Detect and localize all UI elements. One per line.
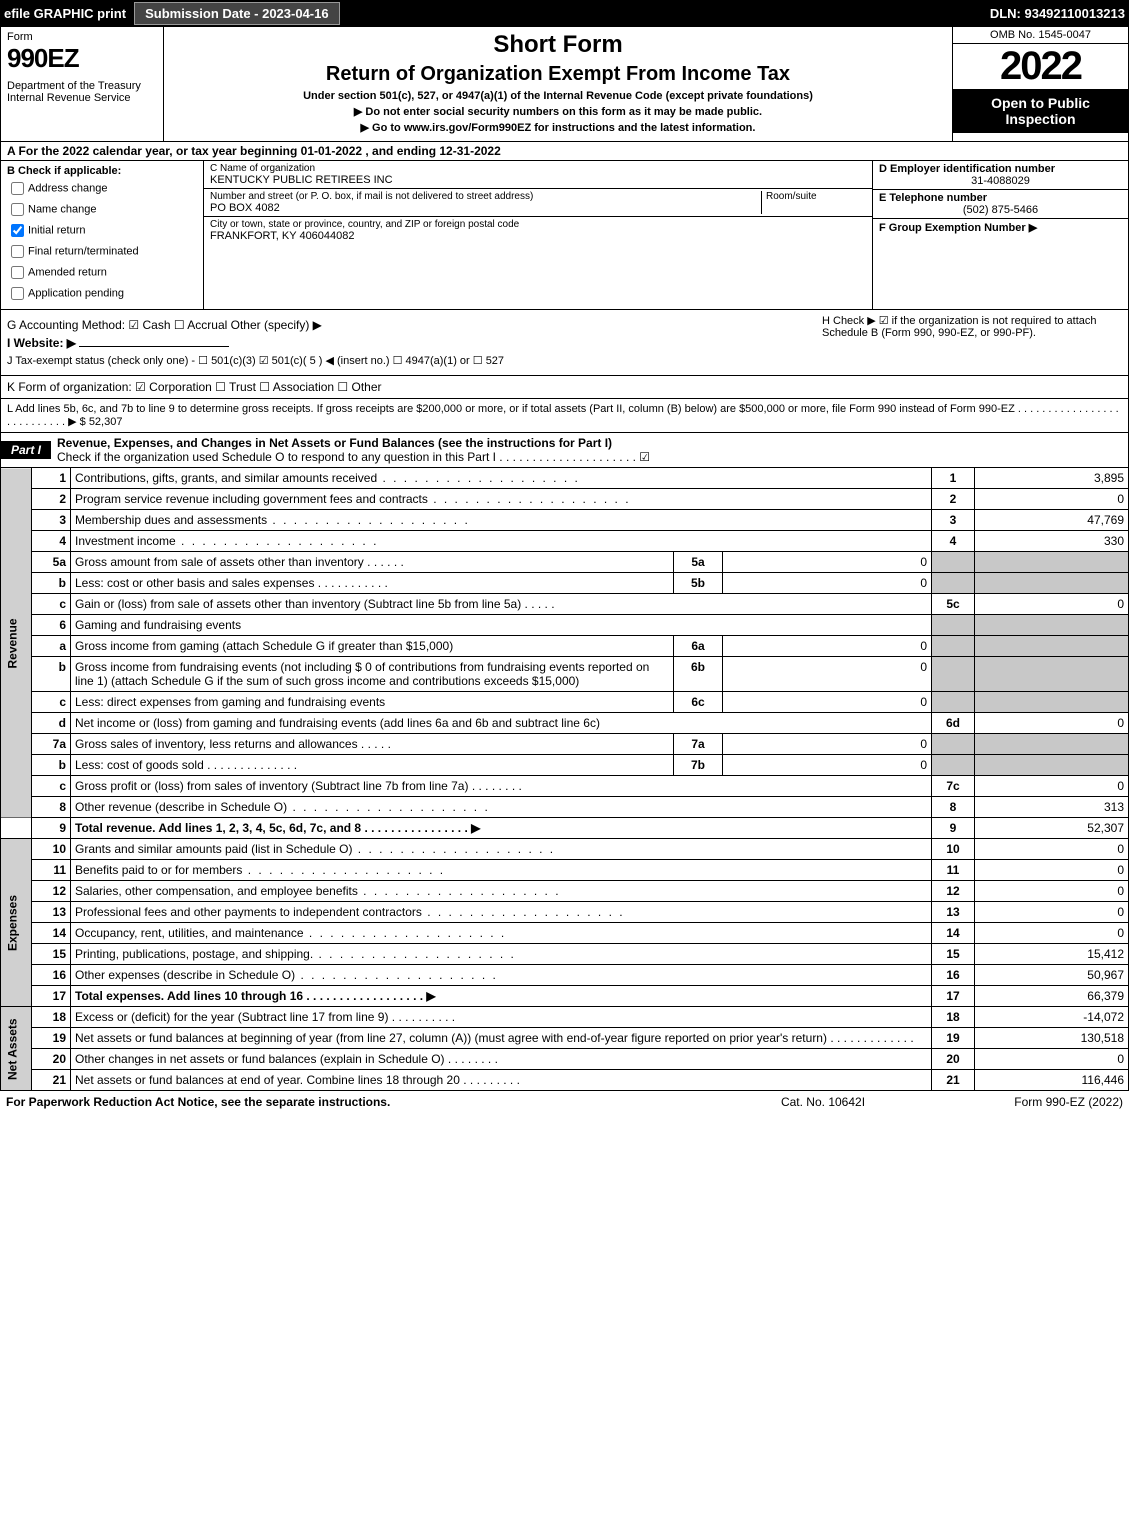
- under-section: Under section 501(c), 527, or 4947(a)(1)…: [174, 90, 942, 102]
- page-footer: For Paperwork Reduction Act Notice, see …: [0, 1091, 1129, 1113]
- b-label: B Check if applicable:: [7, 165, 121, 177]
- return-title: Return of Organization Exempt From Incom…: [174, 63, 942, 86]
- expenses-side-label: Expenses: [1, 839, 32, 1007]
- f-group-label: F Group Exemption Number ▶: [879, 222, 1037, 234]
- org-name: KENTUCKY PUBLIC RETIREES INC: [210, 174, 866, 186]
- top-bar: efile GRAPHIC print Submission Date - 20…: [0, 0, 1129, 27]
- section-b-c: B Check if applicable: Address change Na…: [0, 161, 1129, 310]
- line-5c-amount: 0: [975, 594, 1129, 615]
- line-7c-amount: 0: [975, 776, 1129, 797]
- l-gross-receipts: L Add lines 5b, 6c, and 7b to line 9 to …: [0, 399, 1129, 433]
- e-phone-label: E Telephone number: [879, 192, 987, 204]
- j-tax-exempt: J Tax-exempt status (check only one) - ☐…: [7, 354, 1122, 367]
- line-9-amount: 52,307: [975, 818, 1129, 839]
- column-c-org-info: C Name of organization KENTUCKY PUBLIC R…: [204, 161, 872, 309]
- i-website: I Website: ▶: [7, 336, 76, 350]
- h-schedule-b: H Check ▶ ☑ if the organization is not r…: [822, 314, 1122, 339]
- part-1-check: Check if the organization used Schedule …: [57, 450, 650, 464]
- revenue-side-label: Revenue: [1, 468, 32, 818]
- line-1-amount: 3,895: [975, 468, 1129, 489]
- d-ein-label: D Employer identification number: [879, 163, 1055, 175]
- chk-name-change[interactable]: Name change: [7, 200, 197, 219]
- line-16-amount: 50,967: [975, 965, 1129, 986]
- part-1-title: Revenue, Expenses, and Changes in Net As…: [57, 436, 612, 450]
- line-13-amount: 0: [975, 902, 1129, 923]
- chk-amended-return[interactable]: Amended return: [7, 263, 197, 282]
- submission-date: Submission Date - 2023-04-16: [134, 2, 340, 25]
- c-city-label: City or town, state or province, country…: [210, 219, 866, 230]
- ssn-warning: ▶ Do not enter social security numbers o…: [174, 105, 942, 118]
- part-1-label: Part I: [1, 441, 51, 459]
- dln-label: DLN: 93492110013213: [990, 6, 1125, 21]
- part-1-header: Part I Revenue, Expenses, and Changes in…: [0, 433, 1129, 468]
- line-8-amount: 313: [975, 797, 1129, 818]
- line-3-amount: 47,769: [975, 510, 1129, 531]
- goto-link[interactable]: ▶ Go to www.irs.gov/Form990EZ for instru…: [174, 121, 942, 134]
- chk-address-change[interactable]: Address change: [7, 179, 197, 198]
- line-18-amount: -14,072: [975, 1007, 1129, 1028]
- footer-form-ref: Form 990-EZ (2022): [923, 1095, 1123, 1109]
- line-2-amount: 0: [975, 489, 1129, 510]
- room-label: Room/suite: [766, 191, 866, 202]
- short-form-label: Short Form: [174, 31, 942, 59]
- footer-cat-no: Cat. No. 10642I: [723, 1095, 923, 1109]
- efile-label[interactable]: efile GRAPHIC print: [4, 6, 126, 21]
- line-19-amount: 130,518: [975, 1028, 1129, 1049]
- section-ghi: G Accounting Method: ☑ Cash ☐ Accrual Ot…: [0, 310, 1129, 376]
- line-10-amount: 0: [975, 839, 1129, 860]
- line-4-amount: 330: [975, 531, 1129, 552]
- row-a-tax-year: A For the 2022 calendar year, or tax yea…: [0, 142, 1129, 161]
- tax-year: 2022: [953, 44, 1128, 89]
- department: Department of the Treasury Internal Reve…: [7, 80, 157, 104]
- chk-application-pending[interactable]: Application pending: [7, 284, 197, 303]
- form-number: 990EZ: [7, 43, 157, 74]
- line-17-amount: 66,379: [975, 986, 1129, 1007]
- open-inspection: Open to Public Inspection: [953, 89, 1128, 133]
- omb-number: OMB No. 1545-0047: [953, 27, 1128, 44]
- column-b-checkboxes: B Check if applicable: Address change Na…: [1, 161, 204, 309]
- chk-initial-return[interactable]: Initial return: [7, 221, 197, 240]
- line-21-amount: 116,446: [975, 1070, 1129, 1091]
- phone-value: (502) 875-5466: [879, 204, 1122, 216]
- line-20-amount: 0: [975, 1049, 1129, 1070]
- column-def: D Employer identification number 31-4088…: [872, 161, 1128, 309]
- form-header: Form 990EZ Department of the Treasury In…: [0, 27, 1129, 142]
- lines-table: Revenue 1 Contributions, gifts, grants, …: [0, 468, 1129, 1091]
- org-city: FRANKFORT, KY 406044082: [210, 230, 866, 242]
- footer-left: For Paperwork Reduction Act Notice, see …: [6, 1095, 723, 1109]
- line-12-amount: 0: [975, 881, 1129, 902]
- chk-final-return[interactable]: Final return/terminated: [7, 242, 197, 261]
- line-11-amount: 0: [975, 860, 1129, 881]
- form-word: Form: [7, 31, 157, 43]
- c-name-label: C Name of organization: [210, 163, 866, 174]
- k-form-org: K Form of organization: ☑ Corporation ☐ …: [0, 376, 1129, 399]
- netassets-side-label: Net Assets: [1, 1007, 32, 1091]
- c-addr-label: Number and street (or P. O. box, if mail…: [210, 191, 761, 202]
- line-14-amount: 0: [975, 923, 1129, 944]
- ein-value: 31-4088029: [879, 175, 1122, 187]
- line-6d-amount: 0: [975, 713, 1129, 734]
- org-address: PO BOX 4082: [210, 202, 761, 214]
- line-15-amount: 15,412: [975, 944, 1129, 965]
